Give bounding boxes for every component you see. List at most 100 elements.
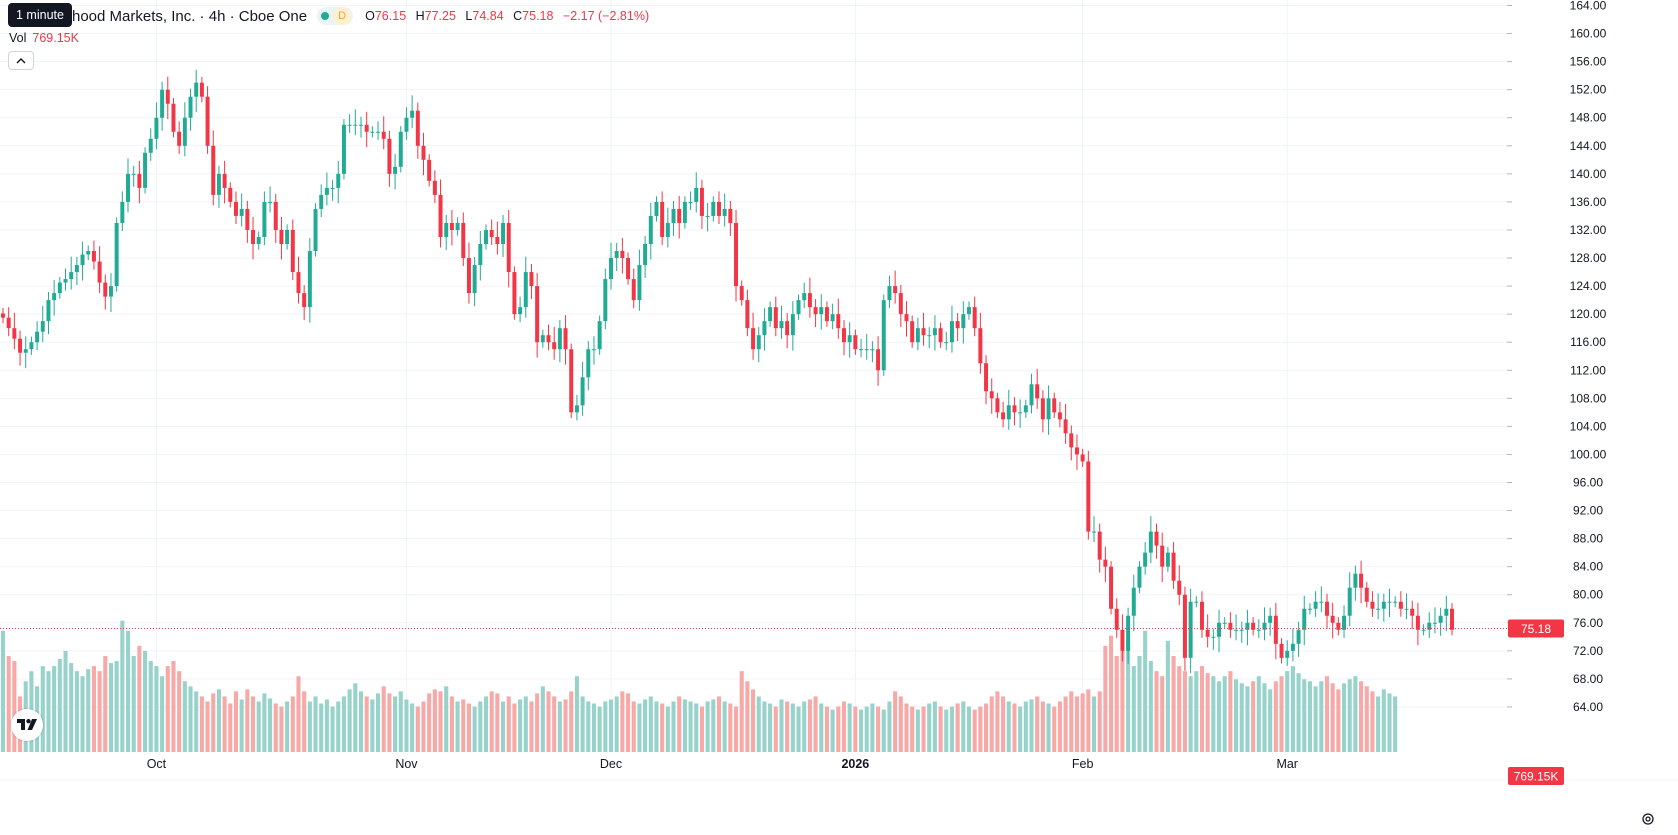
candle-body [614, 251, 619, 259]
collapse-legend-button[interactable] [8, 51, 34, 70]
candle-body [859, 349, 864, 351]
ohlc-key: C [513, 9, 523, 23]
candle-body [1410, 608, 1415, 616]
last-price-label[interactable] [1508, 619, 1564, 638]
volume-bar [472, 706, 477, 752]
candle-body [233, 201, 238, 216]
volume-bar [1194, 671, 1199, 752]
candle-body [699, 187, 704, 216]
candle-body [1092, 531, 1097, 533]
volume-bar [1148, 661, 1153, 752]
volume-bar [790, 703, 795, 752]
volume-bar [785, 701, 790, 752]
candle-body [665, 222, 670, 237]
volume-bar [648, 696, 653, 752]
volume-bar [1341, 683, 1347, 752]
candle-body [165, 89, 170, 104]
candle-body [1199, 601, 1204, 630]
candle-body [967, 307, 971, 315]
volume-bar [620, 691, 625, 752]
candle-body [103, 282, 108, 297]
volume-bar [143, 650, 148, 752]
volume-bar [773, 706, 778, 752]
candle-body [1006, 405, 1011, 420]
candle-body [626, 258, 631, 280]
candle-body [1381, 601, 1386, 609]
gear-icon[interactable] [1641, 812, 1655, 826]
candle-body [779, 321, 784, 329]
volume-bar [501, 701, 506, 752]
volume-bar [1188, 676, 1193, 752]
volume-bar [1347, 679, 1352, 752]
candle-body [660, 201, 665, 237]
volume-bar [449, 696, 454, 752]
candle-body [1057, 412, 1062, 420]
candle-body [381, 131, 386, 139]
volume-bar [1228, 671, 1233, 752]
candle-body [6, 317, 11, 329]
candle-body [1137, 566, 1142, 588]
candle-body [1160, 545, 1165, 567]
price-tick-label: 160.00 [1570, 27, 1607, 41]
candle-body [694, 187, 699, 202]
volume-bar [347, 689, 352, 752]
candle-body [268, 201, 273, 203]
volume-bar [716, 696, 722, 752]
volume-bar [171, 661, 176, 752]
candle-body [1018, 412, 1023, 414]
volume-bar [665, 706, 670, 752]
candle-body [29, 342, 34, 350]
volume-bar [1222, 676, 1227, 752]
price-tick-label: 156.00 [1570, 55, 1607, 69]
candle-body [1285, 650, 1290, 658]
volume-bar [506, 696, 511, 752]
volume-bar [86, 669, 91, 752]
volume-bar [154, 666, 159, 752]
candle-body [131, 173, 136, 175]
volume-bar [603, 701, 608, 752]
symbol-legend: hood Markets, Inc. · 4h · Cboe One D O76… [8, 6, 655, 26]
volume-bar [966, 706, 972, 752]
volume-bar [830, 709, 835, 752]
price-tick-label: 96.00 [1573, 475, 1603, 489]
candle-body [370, 131, 375, 133]
price-tick-label: 124.00 [1570, 279, 1607, 293]
symbol-title[interactable]: hood Markets, Inc. · 4h · Cboe One [72, 7, 308, 25]
tradingview-logo[interactable] [11, 709, 43, 741]
volume-bar [199, 696, 204, 752]
volume-bar [1216, 681, 1222, 752]
volume-bar [813, 696, 818, 752]
market-status-pill[interactable]: D [317, 7, 354, 25]
volume-bar [302, 691, 307, 752]
candle-body [1336, 622, 1341, 630]
volume-bar [608, 699, 614, 752]
candle-body [205, 96, 210, 146]
candle-body [143, 152, 148, 188]
candle-body [415, 110, 420, 146]
candle-body [1097, 531, 1102, 560]
price-tick-label: 76.00 [1573, 616, 1603, 630]
candle-body [1069, 433, 1074, 448]
price-tick-label: 144.00 [1570, 139, 1607, 153]
volume-bar [1171, 656, 1176, 752]
candle-body [1251, 622, 1256, 630]
candle-body [108, 286, 113, 297]
volume-bar [1080, 693, 1085, 752]
candle-body [251, 229, 256, 244]
volume-bar [836, 706, 841, 752]
last-volume-label[interactable] [1508, 767, 1564, 785]
volume-bar [637, 703, 642, 752]
volume-bar [205, 701, 210, 752]
candle-body [819, 307, 824, 315]
volume-bar [478, 701, 483, 752]
volume-bar [1330, 683, 1335, 752]
volume-bar [995, 691, 1000, 752]
data-delay-badge[interactable]: D [333, 7, 352, 25]
volume-bar [80, 676, 85, 752]
candle-body [807, 293, 812, 308]
candle-body [1217, 622, 1222, 637]
volume-bar [1097, 691, 1102, 752]
volume-bar [699, 706, 704, 752]
volume-label[interactable]: Vol [9, 31, 27, 45]
